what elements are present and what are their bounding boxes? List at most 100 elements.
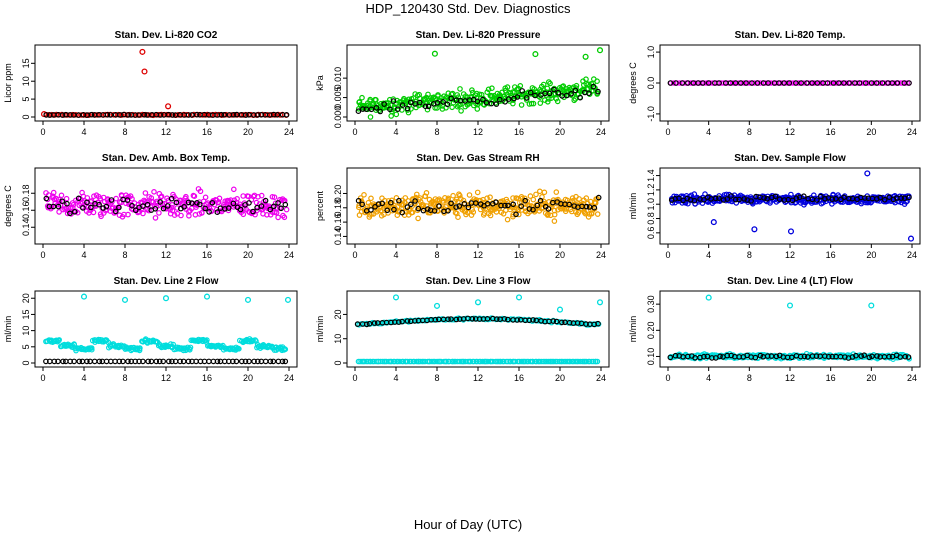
data-point — [50, 203, 57, 210]
data-point — [469, 315, 476, 322]
data-point — [113, 208, 119, 215]
data-point — [445, 316, 451, 323]
data-point — [538, 358, 545, 365]
y-tick-label: 0 — [21, 360, 31, 365]
y-tick-label: 0.20 — [333, 185, 343, 203]
data-point — [510, 211, 516, 218]
x-tick-label: 20 — [555, 127, 565, 137]
series-green — [355, 47, 604, 120]
y-tick-label: 0.6 — [646, 227, 656, 240]
data-point — [397, 358, 403, 365]
data-point — [736, 196, 742, 203]
data-point — [393, 111, 400, 118]
data-point — [881, 196, 888, 203]
data-point — [151, 189, 157, 195]
data-point — [813, 353, 820, 359]
data-point — [236, 345, 242, 352]
data-point — [379, 200, 386, 207]
data-point — [798, 80, 805, 86]
series-black — [354, 315, 601, 328]
data-point — [877, 194, 884, 201]
y-tick-label: 5 — [21, 97, 31, 102]
data-point — [873, 80, 880, 86]
x-tick-label: 8 — [434, 250, 439, 260]
data-point — [583, 358, 590, 365]
data-point — [74, 209, 81, 216]
data-point — [586, 90, 592, 97]
data-point — [446, 358, 452, 365]
x-tick-label: 8 — [747, 373, 752, 383]
data-point — [367, 114, 374, 120]
data-point — [384, 207, 391, 214]
x-tick-label: 0 — [40, 250, 45, 260]
data-point — [218, 111, 225, 118]
data-point — [53, 195, 59, 202]
x-tick-label: 0 — [665, 250, 670, 260]
data-point — [559, 319, 565, 326]
data-point — [465, 204, 472, 211]
data-point — [781, 80, 788, 86]
x-tick-label: 12 — [785, 250, 795, 260]
data-point — [396, 197, 402, 204]
data-point — [423, 203, 430, 209]
data-point — [460, 197, 467, 204]
x-tick-label: 20 — [243, 127, 253, 137]
data-point — [455, 214, 461, 221]
outlier-point — [141, 68, 148, 75]
data-point — [906, 80, 912, 86]
x-tick-label: 8 — [122, 250, 127, 260]
data-point — [416, 91, 423, 98]
data-point — [432, 316, 439, 323]
chart-panel: Stan. Dev. Gas Stream RH0 4 8 12 16 20 240.140… — [315, 153, 610, 260]
data-point — [271, 194, 278, 201]
points-layer — [667, 80, 912, 86]
data-point — [518, 203, 525, 210]
data-point — [548, 95, 555, 102]
data-point — [132, 207, 139, 214]
data-point — [214, 209, 221, 216]
data-point — [169, 358, 175, 365]
data-point — [368, 207, 374, 213]
data-point — [108, 197, 115, 203]
data-point — [444, 101, 451, 108]
x-tick-label: 8 — [434, 373, 439, 383]
data-point — [404, 358, 411, 365]
x-tick-label: 0 — [352, 127, 357, 137]
data-point — [250, 208, 256, 215]
x-tick-label: 12 — [785, 127, 795, 137]
x-tick-label: 24 — [907, 373, 917, 383]
chart-panel: Stan. Dev. Line 3 Flow 0 4 8 12 16 20 24 0 10 20 ml… — [315, 276, 610, 383]
data-point — [594, 211, 601, 217]
data-point — [152, 215, 159, 221]
y-tick-label: -1.0 — [646, 106, 656, 122]
panel-title: Stan. Dev. Line 2 Flow — [114, 276, 219, 287]
data-point — [412, 198, 418, 204]
y-tick-label: 0.16 — [333, 213, 343, 231]
data-point — [415, 205, 422, 212]
data-point — [422, 103, 429, 110]
data-point — [141, 197, 147, 204]
data-point — [233, 358, 240, 365]
outlier-point — [705, 294, 712, 301]
data-point — [76, 358, 83, 365]
x-tick-label: 20 — [866, 250, 876, 260]
data-point — [669, 200, 676, 206]
data-point — [846, 80, 853, 86]
data-point — [71, 358, 77, 365]
data-point — [575, 209, 582, 216]
data-point — [228, 197, 234, 203]
y-tick-label: 0 — [333, 360, 343, 365]
data-point — [399, 102, 406, 108]
data-point — [841, 194, 847, 201]
data-point — [765, 80, 772, 86]
y-tick-label: 10 — [21, 326, 31, 336]
data-point — [120, 358, 126, 365]
main-title: HDP_120430 Std. Dev. Diagnostics — [365, 1, 571, 16]
plot-frame — [346, 290, 610, 368]
data-point — [56, 337, 63, 343]
x-tick-label: 12 — [473, 373, 483, 383]
data-point — [248, 111, 254, 118]
data-point — [728, 193, 734, 199]
y-tick-label: 0.8 — [646, 212, 656, 225]
data-point — [804, 80, 810, 86]
